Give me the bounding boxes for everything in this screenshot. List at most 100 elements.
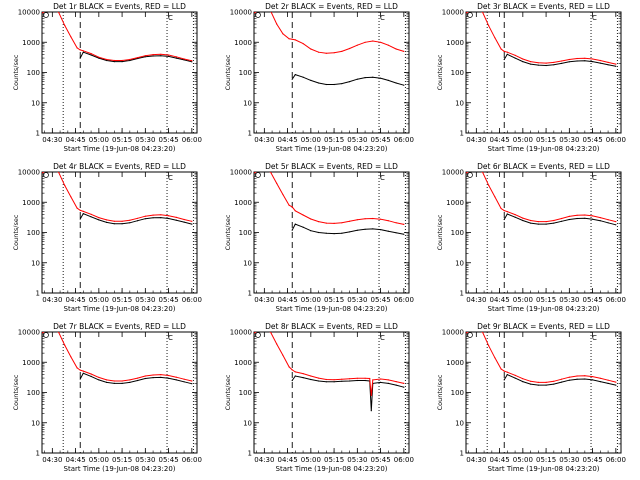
data-point-lld: [82, 50, 84, 52]
data-point-lld: [276, 343, 278, 345]
data-point-lld: [183, 58, 185, 60]
marker-c-label: C: [168, 174, 173, 182]
data-point-events: [168, 377, 170, 379]
data-point-lld: [57, 172, 60, 173]
data-point-events: [137, 379, 139, 382]
data-point-lld: [372, 379, 374, 381]
x-axis-label: Start Time (19-Jun-08 04:23:20): [64, 465, 176, 473]
data-point-events: [98, 379, 100, 381]
data-point-lld: [341, 222, 343, 224]
y-tick-label: 100: [239, 389, 252, 397]
data-point-lld: [370, 394, 372, 396]
data-point-events: [372, 228, 374, 230]
data-point-events: [615, 65, 617, 67]
data-point-lld: [530, 380, 532, 382]
marker-c-label: C: [380, 14, 385, 22]
data-point-events: [79, 57, 81, 59]
series-line-events: [503, 53, 616, 67]
data-point-lld: [607, 61, 609, 64]
data-point-events: [522, 219, 524, 222]
data-point-events: [294, 223, 296, 225]
data-point-lld: [380, 378, 382, 380]
data-point-lld: [488, 25, 490, 27]
plot-frame: [253, 171, 410, 294]
y-tick-label: 1000: [22, 359, 40, 367]
x-tick-label: 05:30: [559, 456, 579, 464]
data-point-lld: [129, 58, 131, 61]
data-point-events: [380, 381, 382, 383]
data-point-lld: [64, 344, 66, 346]
data-point-lld: [90, 53, 92, 55]
data-point-lld: [522, 58, 524, 60]
x-tick-label: 06:00: [394, 296, 414, 304]
data-point-lld: [318, 51, 320, 53]
data-point-lld: [341, 50, 343, 53]
data-point-events: [175, 379, 177, 381]
data-point-lld: [584, 375, 586, 377]
data-point-events: [318, 380, 320, 382]
data-point-events: [553, 383, 555, 385]
data-point-events: [90, 375, 92, 377]
saturation-glyph: [255, 172, 261, 178]
data-point-events: [144, 218, 146, 220]
data-point-lld: [121, 220, 123, 222]
data-point-lld: [584, 214, 586, 216]
data-point-events: [82, 372, 84, 374]
x-tick-label: 04:45: [489, 296, 509, 304]
plot-title: Det 5r BLACK = Events, RED = LLD: [265, 162, 398, 171]
data-point-lld: [106, 379, 108, 381]
data-point-lld: [310, 48, 312, 50]
data-point-lld: [553, 61, 555, 64]
data-point-lld: [481, 172, 484, 173]
data-point-events: [137, 220, 139, 222]
y-tick-label: 10000: [442, 329, 464, 337]
data-point-lld: [607, 219, 609, 221]
y-tick-label: 1: [248, 130, 252, 138]
data-point-events: [545, 223, 547, 225]
data-point-events: [168, 217, 170, 220]
y-tick-label: 10: [243, 259, 252, 267]
data-point-lld: [82, 370, 84, 372]
data-point-lld: [403, 50, 405, 53]
x-tick-label: 06:00: [182, 456, 202, 464]
x-tick-label: 05:15: [324, 136, 344, 144]
data-point-events: [395, 232, 397, 234]
detector-plot-9: Det 9r BLACK = Events, RED = LLD 1 10 100 10…: [436, 322, 626, 473]
x-tick-label: 06:00: [606, 136, 626, 144]
saturation-glyph: [467, 172, 473, 178]
data-point-lld: [160, 214, 162, 216]
data-point-events: [302, 76, 304, 78]
data-point-lld: [302, 214, 304, 216]
y-tick-label: 1000: [234, 199, 252, 207]
data-point-events: [537, 223, 539, 225]
data-point-events: [356, 229, 358, 231]
data-point-events: [607, 222, 609, 224]
plot-frame: [253, 11, 410, 134]
data-point-events: [168, 55, 170, 58]
data-point-lld: [561, 378, 563, 380]
x-tick-label: 04:30: [466, 136, 486, 144]
x-tick-label: 06:00: [394, 136, 414, 144]
data-point-events: [530, 222, 532, 224]
x-axis-label: Start Time (19-Jun-08 04:23:20): [488, 305, 600, 313]
data-point-events: [106, 381, 108, 383]
data-point-events: [403, 233, 405, 235]
data-point-lld: [258, 170, 259, 171]
data-point-lld: [615, 63, 617, 65]
data-point-lld: [349, 378, 351, 380]
data-point-lld: [488, 184, 490, 186]
data-point-lld: [356, 219, 358, 221]
data-point-events: [607, 64, 609, 66]
data-point-lld: [294, 371, 296, 373]
x-tick-label: 05:15: [112, 296, 132, 304]
data-point-lld: [364, 218, 366, 220]
y-tick-label: 1000: [22, 199, 40, 207]
data-point-events: [568, 379, 570, 381]
x-tick-label: 04:45: [277, 136, 297, 144]
series-line-events: [291, 74, 404, 86]
data-point-events: [191, 223, 193, 225]
data-point-events: [310, 230, 312, 232]
detector-plot-1: Det 1r BLACK = Events, RED = LLD 1 10 100 10…: [12, 2, 202, 153]
data-point-lld: [191, 60, 193, 62]
